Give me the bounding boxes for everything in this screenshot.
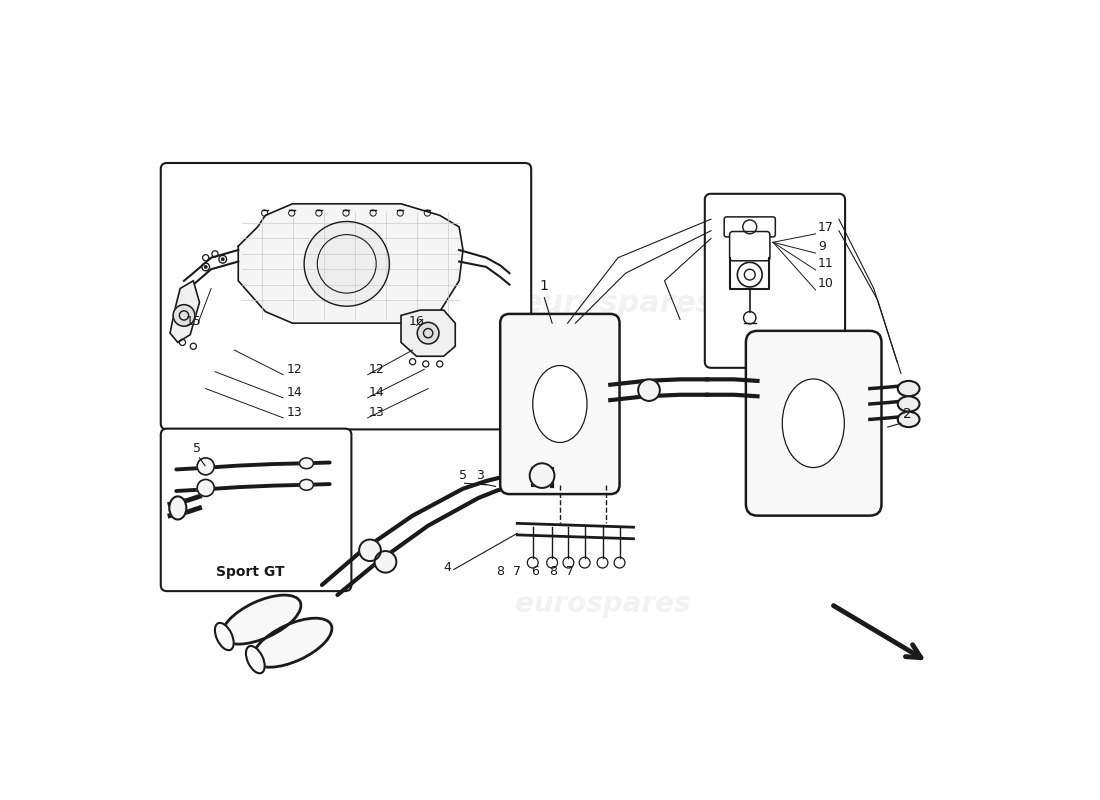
Ellipse shape (532, 366, 587, 442)
FancyBboxPatch shape (746, 331, 881, 516)
Ellipse shape (214, 623, 233, 650)
FancyBboxPatch shape (161, 429, 351, 591)
Text: 9: 9 (818, 240, 826, 253)
Text: 2: 2 (903, 407, 912, 421)
Text: 6: 6 (531, 565, 539, 578)
Polygon shape (402, 310, 455, 356)
Circle shape (221, 258, 224, 261)
Text: 5: 5 (194, 442, 201, 454)
Text: 1: 1 (539, 279, 548, 293)
FancyBboxPatch shape (729, 231, 770, 261)
Text: 15: 15 (186, 315, 201, 329)
Ellipse shape (222, 595, 301, 644)
Circle shape (530, 463, 554, 488)
Ellipse shape (169, 496, 186, 519)
FancyBboxPatch shape (705, 194, 845, 368)
Text: 4: 4 (443, 561, 451, 574)
Ellipse shape (299, 479, 314, 490)
Circle shape (173, 305, 195, 326)
Ellipse shape (299, 458, 314, 469)
Circle shape (638, 379, 660, 401)
Text: Sport GT: Sport GT (216, 565, 284, 579)
Text: 12: 12 (368, 363, 384, 376)
Ellipse shape (246, 646, 265, 674)
Text: 8: 8 (549, 565, 557, 578)
Text: 17: 17 (818, 221, 834, 234)
Text: 11: 11 (818, 257, 834, 270)
Circle shape (304, 222, 389, 306)
Ellipse shape (898, 412, 920, 427)
Text: 7: 7 (514, 565, 521, 578)
Text: eurospares: eurospares (515, 590, 691, 618)
Ellipse shape (253, 618, 332, 667)
Circle shape (417, 322, 439, 344)
Circle shape (737, 262, 762, 287)
Ellipse shape (898, 396, 920, 412)
FancyBboxPatch shape (161, 163, 531, 430)
Text: 16: 16 (409, 315, 425, 329)
Circle shape (359, 539, 381, 561)
Text: 14: 14 (286, 386, 302, 399)
Circle shape (197, 479, 215, 496)
Text: 7: 7 (566, 565, 574, 578)
Text: 8: 8 (496, 565, 504, 578)
Text: 13: 13 (368, 406, 384, 418)
Polygon shape (170, 281, 199, 342)
Text: 3: 3 (476, 469, 484, 482)
Circle shape (205, 266, 207, 269)
Text: 10: 10 (818, 277, 834, 290)
Text: 5: 5 (459, 469, 468, 482)
Circle shape (375, 551, 396, 573)
Circle shape (197, 458, 215, 475)
Text: 12: 12 (286, 363, 302, 376)
Ellipse shape (898, 381, 920, 396)
Text: 14: 14 (368, 386, 384, 399)
Text: eurospares: eurospares (196, 290, 389, 318)
Ellipse shape (782, 379, 845, 467)
FancyBboxPatch shape (500, 314, 619, 494)
FancyBboxPatch shape (724, 217, 776, 237)
Text: 13: 13 (286, 406, 302, 418)
Text: eurospares: eurospares (521, 290, 714, 318)
Polygon shape (239, 204, 463, 323)
